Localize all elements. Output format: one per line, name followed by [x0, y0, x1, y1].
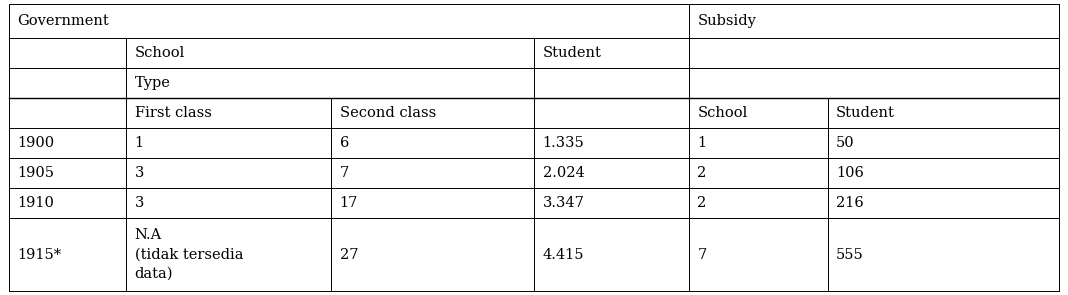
Text: 1910: 1910 — [17, 196, 54, 210]
Text: 1900: 1900 — [17, 136, 54, 150]
Text: 106: 106 — [836, 166, 864, 181]
Text: 17: 17 — [340, 196, 358, 210]
Text: Subsidy: Subsidy — [697, 14, 756, 28]
Text: 7: 7 — [697, 248, 707, 262]
Text: 555: 555 — [836, 248, 864, 262]
Text: 1: 1 — [697, 136, 707, 150]
Text: School: School — [697, 106, 748, 120]
Text: Student: Student — [836, 106, 895, 120]
Text: 3: 3 — [135, 166, 144, 181]
Text: Student: Student — [543, 46, 601, 60]
Text: 1905: 1905 — [17, 166, 54, 181]
Text: Type: Type — [135, 76, 171, 90]
Text: 3.347: 3.347 — [543, 196, 584, 210]
Text: 27: 27 — [340, 248, 358, 262]
Text: First class: First class — [135, 106, 211, 120]
Text: 2.024: 2.024 — [543, 166, 584, 181]
Text: 3: 3 — [135, 196, 144, 210]
Text: 1.335: 1.335 — [543, 136, 584, 150]
Text: 7: 7 — [340, 166, 349, 181]
Text: School: School — [135, 46, 185, 60]
Text: 50: 50 — [836, 136, 854, 150]
Text: 216: 216 — [836, 196, 864, 210]
Text: 2: 2 — [697, 196, 707, 210]
Text: 2: 2 — [697, 166, 707, 181]
Text: Government: Government — [17, 14, 109, 28]
Text: 1: 1 — [135, 136, 144, 150]
Text: 4.415: 4.415 — [543, 248, 584, 262]
Text: 1915*: 1915* — [17, 248, 61, 262]
Text: 6: 6 — [340, 136, 349, 150]
Text: N.A
(tidak tersedia
data): N.A (tidak tersedia data) — [135, 228, 244, 281]
Text: Second class: Second class — [340, 106, 436, 120]
